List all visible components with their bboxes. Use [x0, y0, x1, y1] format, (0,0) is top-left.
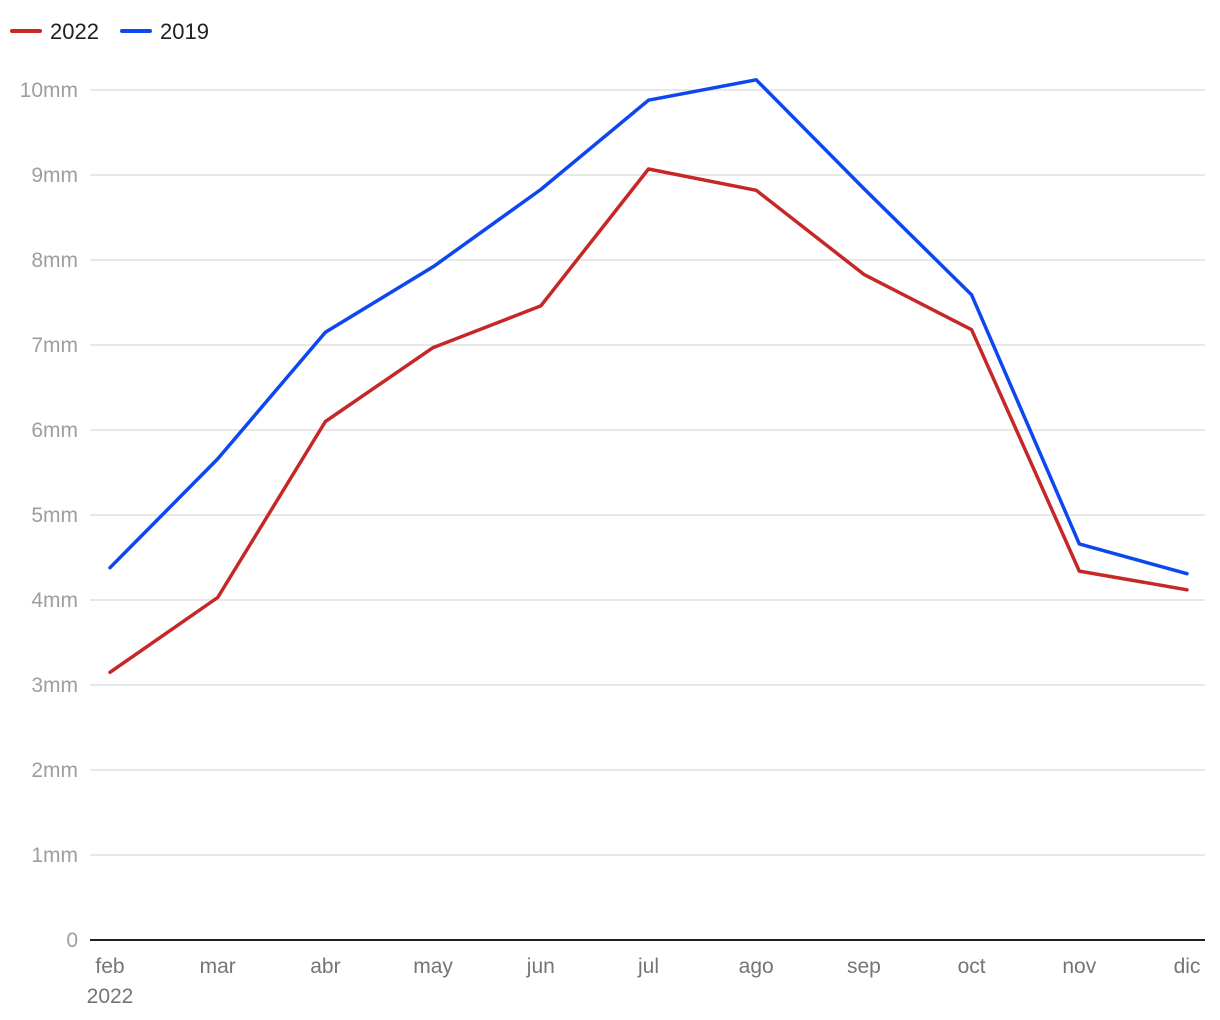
x-tick-label: sep: [847, 955, 881, 978]
x-tick-label: ago: [739, 955, 774, 978]
x-tick-label: abr: [310, 955, 340, 978]
gridlines: [90, 89, 1205, 856]
legend-item-2019[interactable]: 2019: [120, 19, 209, 44]
legend-label: 2019: [160, 19, 209, 44]
x-tick-label: may: [413, 955, 453, 978]
y-tick-label: 4mm: [31, 589, 78, 612]
y-axis: 0 1mm 2mm 3mm 4mm 5mm 6mm 7mm 8mm 9mm 10mm: [20, 79, 78, 952]
y-tick-label: 0: [66, 929, 78, 952]
x-tick-label: nov: [1062, 955, 1096, 978]
y-tick-label: 7mm: [31, 334, 78, 357]
x-tick-label: mar: [200, 955, 236, 978]
series-line-2022: [108, 167, 1189, 675]
legend: 2022 2019: [10, 19, 209, 44]
y-tick-label: 6mm: [31, 419, 78, 442]
x-tick-year-label: 2022: [87, 985, 134, 1008]
y-tick-label: 9mm: [31, 164, 78, 187]
y-tick-label: 1mm: [31, 844, 78, 867]
y-tick-label: 3mm: [31, 674, 78, 697]
y-tick-label: 2mm: [31, 759, 78, 782]
series-line-2019: [108, 78, 1189, 576]
x-axis: feb mar abr may jun jul ago sep oct nov dic 2022: [87, 939, 1205, 1008]
legend-item-2022[interactable]: 2022: [10, 19, 99, 44]
y-tick-label: 10mm: [20, 79, 78, 102]
series-lines: [108, 78, 1189, 675]
x-tick-label: oct: [958, 955, 986, 978]
x-tick-label: jun: [526, 955, 555, 978]
legend-label: 2022: [50, 19, 99, 44]
y-tick-label: 5mm: [31, 504, 78, 527]
x-tick-label: jul: [637, 955, 659, 978]
y-tick-label: 8mm: [31, 249, 78, 272]
x-tick-label: feb: [95, 955, 124, 978]
x-tick-label: dic: [1174, 955, 1201, 978]
